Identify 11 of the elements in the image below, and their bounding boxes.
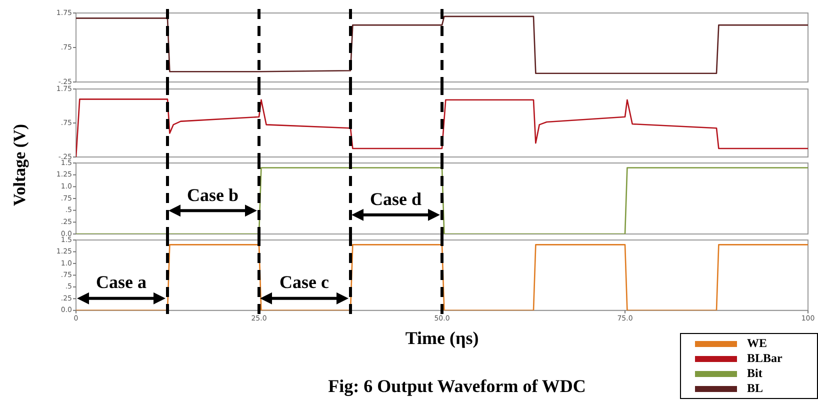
text: Fig: 6 Output Waveform of WDC — [328, 376, 586, 397]
legend-label: Bit — [747, 366, 762, 381]
annotation: Case b — [186, 184, 239, 205]
legend-label: BL — [747, 381, 764, 396]
x-axis-title: Time (ηs) — [405, 328, 479, 348]
legend-label: WE — [747, 336, 768, 351]
annotation: Case a — [96, 272, 146, 292]
y-axis-title: Voltage (V) — [10, 124, 30, 206]
annotation: Case d — [370, 188, 422, 209]
annotation: Case c — [280, 272, 329, 292]
legend-label: BLBar — [747, 351, 782, 366]
